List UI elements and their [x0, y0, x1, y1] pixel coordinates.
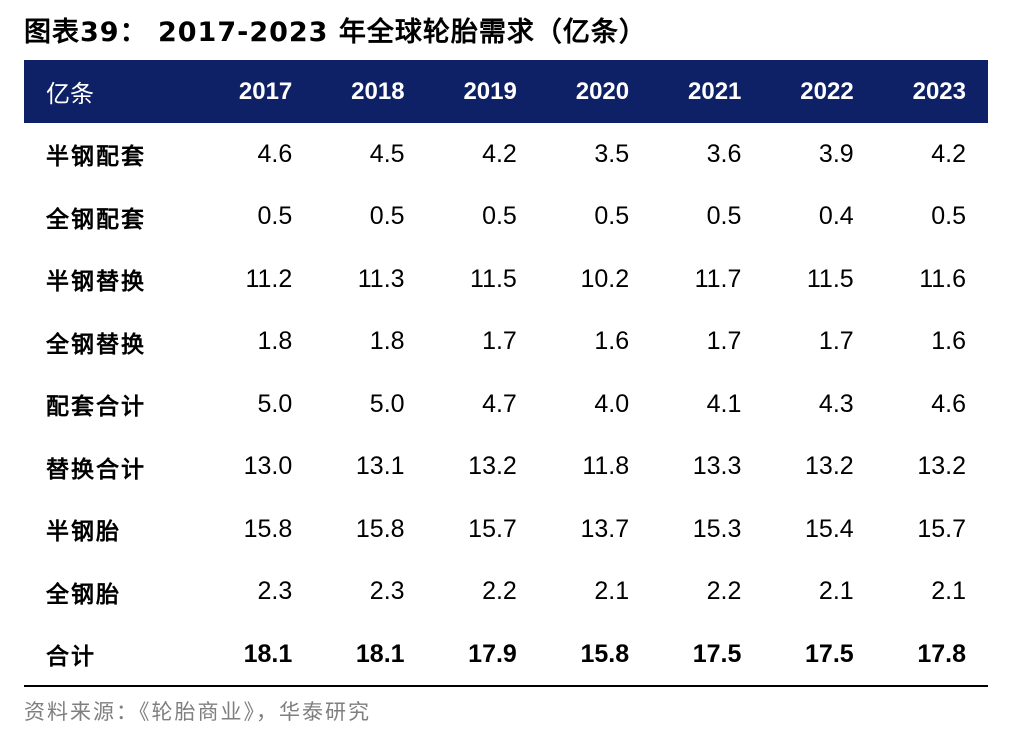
table-cell: 15.3: [692, 514, 742, 543]
table-cell: 3.5: [594, 139, 630, 168]
header-cell-unit: 亿条: [46, 80, 94, 108]
table-cell: 15.7: [468, 514, 517, 543]
table-cell: 15.4: [805, 514, 854, 543]
table-cell: 17.5: [692, 639, 742, 668]
header-cell-year: 2023: [912, 77, 966, 105]
table-cell: 4.0: [594, 389, 630, 418]
table-cell: 0.5: [257, 202, 293, 231]
table-cell: 2.3: [257, 577, 293, 606]
table-cell: 5.0: [369, 389, 405, 418]
table-cell: 15.8: [580, 639, 630, 668]
table-cell: 0.5: [369, 202, 405, 231]
table-cell: 5.0: [257, 389, 293, 418]
table-header: 亿条 2017 2018 2019 2020 2021 2022 2023: [24, 60, 988, 123]
row-label: 替换合计: [46, 456, 146, 483]
table-cell: 17.8: [917, 639, 966, 668]
table-row: 全钢配套 0.5 0.5 0.5 0.5 0.5 0.4 0.5: [24, 186, 988, 249]
table-cell: 11.5: [470, 264, 517, 293]
table-cell: 0.5: [482, 202, 517, 231]
table-cell: 0.4: [818, 202, 854, 231]
table-cell: 11.7: [694, 264, 742, 293]
table-cell: 13.2: [917, 452, 966, 481]
table-row: 全钢胎 2.3 2.3 2.2 2.1 2.2 2.1 2.1: [24, 561, 988, 624]
table-row: 替换合计 13.0 13.1 13.2 11.8 13.3 13.2 13.2: [24, 436, 988, 499]
table-cell: 13.0: [243, 452, 293, 481]
table-cell: 2.3: [369, 577, 405, 606]
header-cell-year: 2017: [238, 77, 293, 105]
table-cell: 1.7: [482, 327, 517, 356]
table-cell: 10.2: [580, 264, 630, 293]
table-cell: 4.6: [257, 139, 293, 168]
table-row: 半钢胎 15.8 15.8 15.7 13.7 15.3 15.4 15.7: [24, 498, 988, 561]
table-cell: 17.5: [805, 639, 854, 668]
table-cell: 2.2: [482, 577, 517, 606]
table-cell: 1.8: [369, 327, 405, 356]
row-label: 全钢替换: [46, 331, 146, 358]
tire-demand-table: 亿条 2017 2018 2019 2020 2021 2022 2023 半钢…: [24, 60, 988, 686]
table-cell: 3.9: [818, 139, 854, 168]
table-cell: 2.1: [594, 577, 630, 606]
table-cell: 11.5: [806, 264, 854, 293]
table-cell: 4.5: [369, 139, 405, 168]
header-row: 亿条 2017 2018 2019 2020 2021 2022 2023: [24, 60, 988, 123]
table-cell: 1.6: [931, 327, 966, 356]
row-label: 全钢胎: [46, 581, 121, 608]
table-cell: 3.6: [706, 139, 742, 168]
row-label: 半钢胎: [46, 519, 121, 546]
header-cell-year: 2022: [800, 77, 854, 105]
table-row: 半钢配套 4.6 4.5 4.2 3.5 3.6 3.9 4.2: [24, 123, 988, 186]
table-cell: 2.1: [931, 577, 966, 606]
table-cell: 11.3: [357, 264, 405, 293]
table-cell: 11.2: [245, 264, 293, 293]
table-cell: 13.2: [468, 452, 517, 481]
table-cell: 17.9: [468, 639, 517, 668]
table-cell: 1.7: [818, 327, 854, 356]
table-cell: 11.6: [919, 264, 966, 293]
table-row: 全钢替换 1.8 1.8 1.7 1.6 1.7 1.7 1.6: [24, 311, 988, 374]
table-row: 半钢替换 11.2 11.3 11.5 10.2 11.7 11.5 11.6: [24, 248, 988, 311]
table-cell: 1.7: [706, 327, 742, 356]
table-row: 配套合计 5.0 5.0 4.7 4.0 4.1 4.3 4.6: [24, 373, 988, 436]
table-cell: 18.1: [243, 639, 293, 668]
row-label: 半钢配套: [46, 144, 146, 171]
table-cell: 4.3: [818, 389, 854, 418]
row-label: 合计: [46, 644, 96, 671]
header-cell-year: 2018: [351, 77, 405, 105]
table-cell: 2.2: [706, 577, 742, 606]
table-cell: 0.5: [931, 202, 966, 231]
table-bottom-rule: [24, 685, 988, 687]
row-label: 半钢替换: [46, 269, 146, 296]
table-cell: 1.8: [257, 327, 293, 356]
table-cell: 13.2: [805, 452, 854, 481]
table-cell: 2.1: [818, 577, 854, 606]
row-label: 配套合计: [46, 394, 146, 421]
row-label: 全钢配套: [46, 206, 146, 233]
header-cell-year: 2019: [463, 77, 517, 105]
table-row-total: 合计 18.1 18.1 17.9 15.8 17.5 17.5 17.8: [24, 623, 988, 686]
header-cell-year: 2020: [575, 77, 630, 105]
figure-title: 图表39： 2017-2023 年全球轮胎需求（亿条）: [24, 17, 647, 48]
table-cell: 4.2: [931, 139, 966, 168]
table-cell: 13.1: [355, 452, 405, 481]
table-cell: 4.7: [482, 389, 517, 418]
table-cell: 15.7: [917, 514, 966, 543]
table-cell: 1.6: [594, 327, 630, 356]
table-cell: 4.6: [931, 389, 966, 418]
table-cell: 4.1: [706, 389, 742, 418]
table-cell: 13.3: [692, 452, 742, 481]
table-cell: 15.8: [243, 514, 293, 543]
table-cell: 15.8: [355, 514, 405, 543]
table-cell: 11.8: [582, 452, 630, 481]
source-note: 资料来源：《轮胎商业》，华泰研究: [24, 700, 371, 724]
table-body: 半钢配套 4.6 4.5 4.2 3.5 3.6 3.9 4.2 全钢配套 0.5 0.5 0.5 0.…: [24, 123, 988, 686]
table-cell: 4.2: [482, 139, 517, 168]
table-cell: 13.7: [580, 514, 630, 543]
table-cell: 0.5: [706, 202, 742, 231]
table-cell: 18.1: [355, 639, 405, 668]
table-cell: 0.5: [594, 202, 630, 231]
header-cell-year: 2021: [688, 77, 742, 105]
